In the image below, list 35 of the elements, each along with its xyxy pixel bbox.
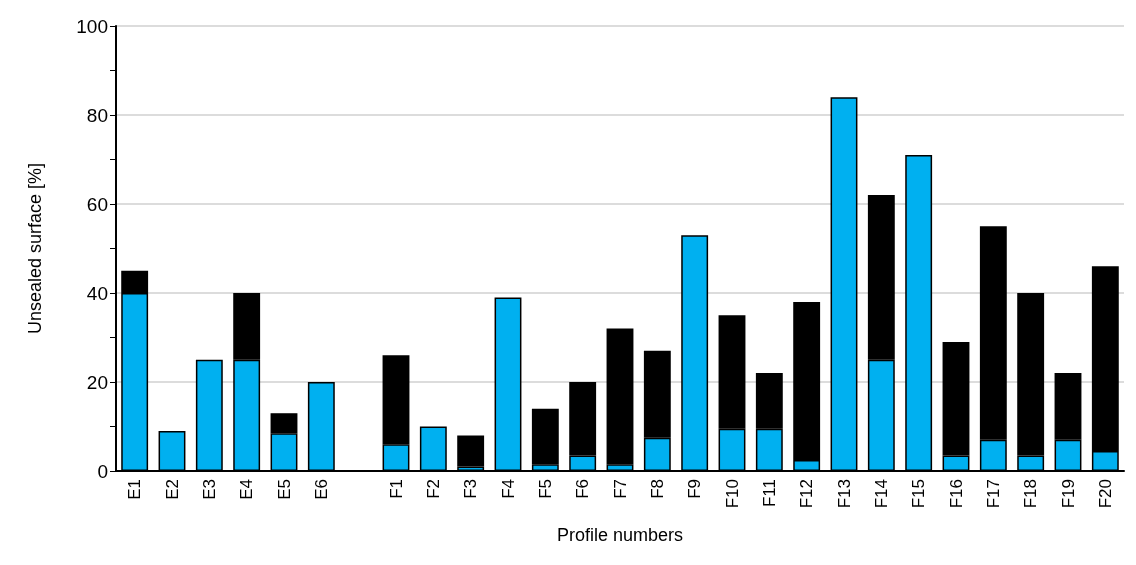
x-tick-label: F13 <box>834 479 854 509</box>
x-tick-label: E1 <box>125 479 145 500</box>
x-tick-label: F5 <box>535 479 555 499</box>
x-tick-label: F14 <box>871 479 891 509</box>
x-tick-label: F11 <box>759 479 779 508</box>
x-tick-label: F9 <box>685 479 705 499</box>
x-tick-label: F16 <box>946 479 966 509</box>
y-tick-label: 40 <box>86 282 108 304</box>
x-tick-label: F19 <box>1058 479 1078 509</box>
x-tick-label: F1 <box>386 479 406 499</box>
x-tick-label: F17 <box>983 479 1003 509</box>
x-tick-label: E6 <box>311 479 331 500</box>
x-tick-label: F4 <box>498 479 518 499</box>
x-tick-label: F15 <box>909 479 929 509</box>
x-tick-label: E4 <box>237 479 257 500</box>
x-tick-label: F10 <box>722 479 742 509</box>
y-tick-label: 0 <box>97 460 108 482</box>
x-tick-label: F6 <box>573 479 593 499</box>
y-tick-label: 100 <box>76 15 108 37</box>
x-tick-label: F20 <box>1095 479 1115 509</box>
x-tick-label: E3 <box>199 479 219 500</box>
y-tick-label: 20 <box>86 371 108 393</box>
bar <box>457 435 485 467</box>
x-tick-label: E2 <box>162 479 182 500</box>
x-tick-label: F8 <box>647 479 667 499</box>
x-tick-label: F7 <box>610 479 630 499</box>
y-tick-label: 60 <box>86 193 108 215</box>
x-tick-label: F2 <box>423 479 443 499</box>
x-tick-label: F3 <box>461 479 481 499</box>
x-tick-label: E5 <box>274 479 294 500</box>
x-axis-title: Profile numbers <box>556 525 684 545</box>
y-tick-label: 80 <box>86 104 108 126</box>
x-tick-label: F18 <box>1021 479 1041 509</box>
y-axis-title: Unsealed surface [%] <box>25 162 45 335</box>
x-tick-label: F12 <box>797 479 817 509</box>
